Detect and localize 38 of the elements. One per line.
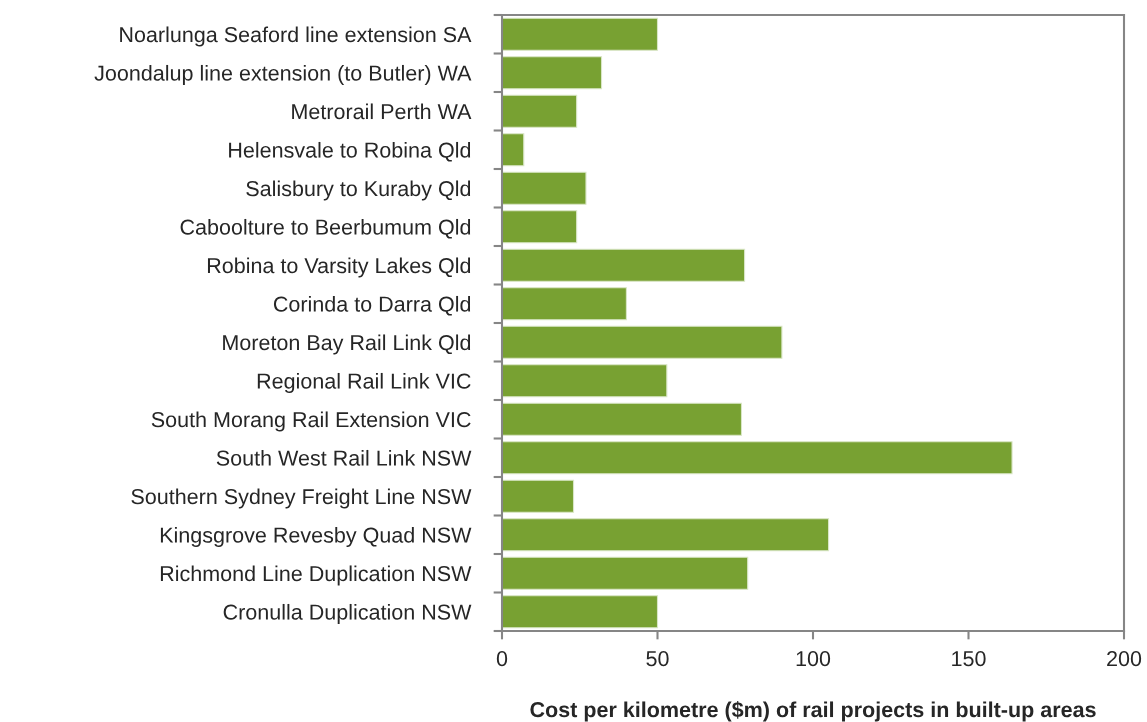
y-tick-label: Joondalup line extension (to Butler) WA	[94, 64, 472, 86]
y-tick-label: Regional Rail Link VIC	[257, 372, 471, 394]
bar	[502, 441, 1013, 475]
y-tick-label: South West Rail Link NSW	[216, 449, 472, 466]
x-tick-label: 0	[496, 651, 508, 667]
bar	[502, 248, 746, 282]
y-tick-label: Metrorail Perth WA	[292, 103, 472, 120]
y-tick-label: Southern Sydney Freight Line NSW	[131, 488, 472, 509]
y-tick-label: Robina to Varsity Lakes Qld	[207, 257, 471, 278]
y-tick-label: Corinda to Darra Qld	[273, 295, 471, 316]
y-tick-label: Helensvale to Robina Qld	[229, 141, 471, 162]
y-tick-label: Caboolture to Beerbumum Qld	[180, 218, 471, 239]
bar	[502, 133, 525, 167]
y-tick-label: Salisbury to Kuraby Qld	[246, 180, 471, 201]
bar	[502, 364, 668, 398]
x-tick-label: 100	[796, 651, 831, 667]
bar	[502, 287, 627, 321]
y-tick-label: Moreton Bay Rail Link Qld	[223, 334, 471, 355]
y-tick-label: Kingsgrove Revesby Quad NSW	[160, 526, 472, 548]
bar	[502, 595, 659, 629]
bar	[502, 171, 587, 205]
x-axis-title: Cost per kilometre ($m) of rail projects in built-up areas	[530, 701, 1096, 722]
bar	[502, 56, 603, 90]
bar	[502, 518, 830, 552]
bar	[502, 94, 578, 128]
bar	[502, 402, 743, 436]
x-tick-label: 200	[1107, 651, 1142, 667]
bar	[502, 210, 578, 244]
y-tick-label: Noarlunga Seaford line extension SA	[120, 26, 472, 47]
y-tick-label: Richmond Line Duplication NSW	[160, 565, 472, 586]
y-tick-label: South Morang Rail Extension VIC	[151, 411, 471, 432]
x-tick-label: 150	[952, 651, 986, 667]
y-tick-label: Cronulla Duplication NSW	[223, 603, 472, 625]
x-tick-label: 50	[646, 651, 669, 667]
bar	[502, 556, 749, 590]
bar	[502, 479, 575, 513]
bar	[502, 17, 659, 51]
bar	[502, 325, 783, 359]
